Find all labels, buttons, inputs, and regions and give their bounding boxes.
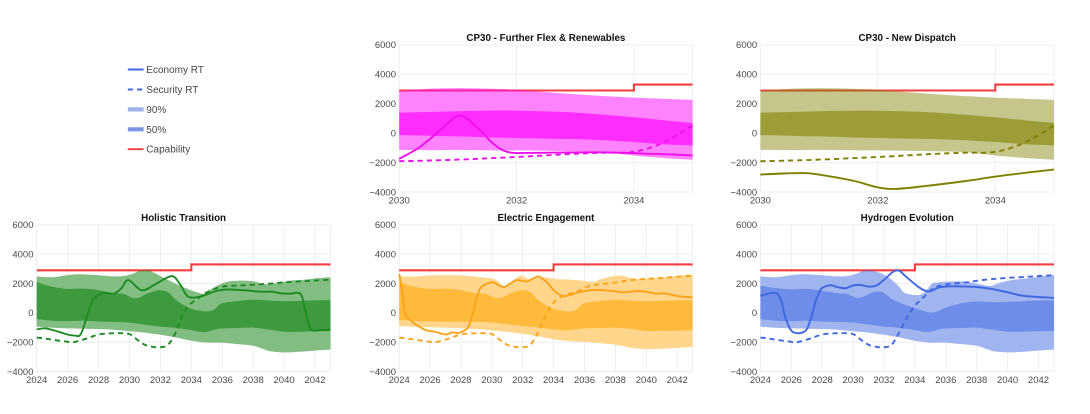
svg-text:0: 0 [391, 308, 396, 319]
svg-text:2000: 2000 [375, 279, 396, 290]
svg-text:2030: 2030 [119, 375, 140, 386]
svg-text:2036: 2036 [574, 375, 595, 386]
svg-text:50%: 50% [146, 125, 166, 136]
svg-text:2038: 2038 [243, 375, 264, 386]
svg-text:2026: 2026 [57, 375, 78, 386]
svg-text:−2000: −2000 [369, 338, 396, 349]
svg-text:2028: 2028 [812, 375, 833, 386]
svg-text:6000: 6000 [12, 220, 33, 231]
svg-text:2038: 2038 [966, 375, 987, 386]
svg-text:2032: 2032 [506, 196, 527, 207]
svg-text:−4000: −4000 [369, 187, 396, 198]
svg-text:−2000: −2000 [731, 338, 758, 349]
svg-text:−2000: −2000 [369, 158, 396, 169]
svg-text:Holistic Transition: Holistic Transition [141, 213, 226, 224]
svg-text:2042: 2042 [1028, 375, 1049, 386]
svg-text:0: 0 [752, 308, 757, 319]
svg-text:2030: 2030 [481, 375, 502, 386]
svg-text:0: 0 [752, 129, 757, 140]
svg-text:2028: 2028 [450, 375, 471, 386]
svg-text:−4000: −4000 [731, 187, 758, 198]
svg-text:2034: 2034 [985, 196, 1006, 207]
svg-text:90%: 90% [146, 105, 166, 116]
svg-text:2032: 2032 [512, 375, 533, 386]
svg-text:4000: 4000 [736, 249, 757, 260]
svg-text:0: 0 [391, 129, 396, 140]
svg-text:2030: 2030 [843, 375, 864, 386]
svg-text:2042: 2042 [667, 375, 688, 386]
svg-text:4000: 4000 [375, 70, 396, 81]
svg-text:2028: 2028 [88, 375, 109, 386]
svg-text:2030: 2030 [389, 196, 410, 207]
svg-text:6000: 6000 [736, 40, 757, 51]
svg-text:−4000: −4000 [369, 367, 396, 378]
svg-text:2026: 2026 [420, 375, 441, 386]
svg-text:6000: 6000 [736, 220, 757, 231]
svg-text:CP30 - New Dispatch: CP30 - New Dispatch [858, 33, 955, 44]
svg-text:2026: 2026 [781, 375, 802, 386]
svg-text:Capability: Capability [146, 145, 190, 156]
svg-text:2034: 2034 [904, 375, 925, 386]
svg-text:2040: 2040 [274, 375, 295, 386]
svg-text:2000: 2000 [375, 99, 396, 110]
svg-text:Hydrogen Evolution: Hydrogen Evolution [861, 213, 954, 224]
svg-text:CP30 - Further Flex & Renewabl: CP30 - Further Flex & Renewables [466, 33, 626, 44]
svg-text:2024: 2024 [750, 375, 771, 386]
svg-text:2000: 2000 [736, 99, 757, 110]
svg-text:−2000: −2000 [731, 158, 758, 169]
svg-text:2034: 2034 [623, 196, 644, 207]
svg-text:−4000: −4000 [7, 367, 34, 378]
svg-text:6000: 6000 [375, 220, 396, 231]
svg-text:2042: 2042 [304, 375, 325, 386]
svg-text:−2000: −2000 [7, 338, 34, 349]
svg-text:2000: 2000 [736, 279, 757, 290]
svg-text:2036: 2036 [212, 375, 233, 386]
svg-text:−4000: −4000 [731, 367, 758, 378]
svg-text:2034: 2034 [543, 375, 564, 386]
svg-text:Electric Engagement: Electric Engagement [497, 213, 595, 224]
svg-text:2030: 2030 [750, 196, 771, 207]
svg-text:Security RT: Security RT [146, 85, 198, 96]
svg-text:2000: 2000 [12, 279, 33, 290]
svg-text:6000: 6000 [375, 40, 396, 51]
svg-text:2040: 2040 [636, 375, 657, 386]
svg-text:2034: 2034 [181, 375, 202, 386]
svg-text:2032: 2032 [150, 375, 171, 386]
svg-text:2032: 2032 [867, 196, 888, 207]
svg-text:Economy RT: Economy RT [146, 65, 204, 76]
svg-text:4000: 4000 [12, 249, 33, 260]
svg-text:2024: 2024 [26, 375, 47, 386]
svg-text:4000: 4000 [375, 249, 396, 260]
svg-text:0: 0 [28, 308, 33, 319]
svg-text:2024: 2024 [389, 375, 410, 386]
svg-text:2038: 2038 [605, 375, 626, 386]
svg-text:2036: 2036 [935, 375, 956, 386]
svg-text:4000: 4000 [736, 70, 757, 81]
svg-text:2032: 2032 [873, 375, 894, 386]
svg-text:2040: 2040 [997, 375, 1018, 386]
